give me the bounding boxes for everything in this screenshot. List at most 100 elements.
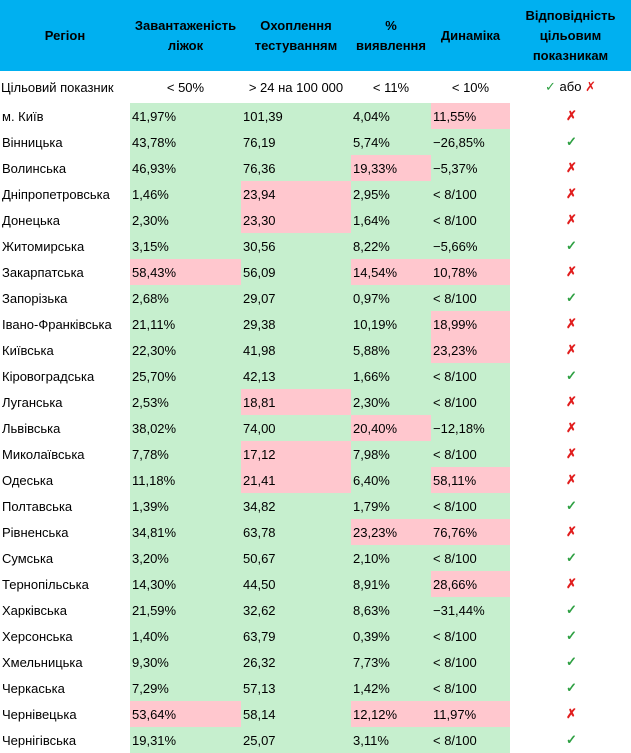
region-cell: Волинська bbox=[0, 155, 130, 181]
check-icon: ✓ bbox=[566, 368, 577, 383]
region-cell: Чернігівська bbox=[0, 727, 130, 753]
beds-cell: 21,11% bbox=[130, 311, 241, 337]
dynamics-cell: < 8/100 bbox=[431, 623, 510, 649]
testing-cell: 34,82 bbox=[241, 493, 351, 519]
table-row: Полтавська 1,39% 34,82 1,79% < 8/100 ✓ bbox=[0, 493, 631, 519]
beds-cell: 1,46% bbox=[130, 181, 241, 207]
compliance-cell: ✓ bbox=[510, 363, 631, 389]
detection-cell: 12,12% bbox=[351, 701, 431, 727]
region-cell: Одеська bbox=[0, 467, 130, 493]
beds-cell: 38,02% bbox=[130, 415, 241, 441]
dynamics-cell: < 8/100 bbox=[431, 675, 510, 701]
header-beds: Завантаженість ліжок bbox=[130, 0, 241, 71]
table-row: м. Київ 41,97% 101,39 4,04% 11,55% ✗ bbox=[0, 103, 631, 129]
dynamics-cell: 11,55% bbox=[431, 103, 510, 129]
table-row: Тернопільська 14,30% 44,50 8,91% 28,66% ✗ bbox=[0, 571, 631, 597]
target-beds: < 50% bbox=[130, 71, 241, 103]
testing-cell: 41,98 bbox=[241, 337, 351, 363]
region-cell: Закарпатська bbox=[0, 259, 130, 285]
table-row: Рівненська 34,81% 63,78 23,23% 76,76% ✗ bbox=[0, 519, 631, 545]
detection-cell: 0,97% bbox=[351, 285, 431, 311]
cross-icon: ✗ bbox=[585, 79, 596, 94]
region-cell: Кіровоградська bbox=[0, 363, 130, 389]
check-icon: ✓ bbox=[566, 498, 577, 513]
cross-icon: ✗ bbox=[566, 706, 577, 721]
check-icon: ✓ bbox=[566, 238, 577, 253]
testing-cell: 17,12 bbox=[241, 441, 351, 467]
detection-cell: 8,91% bbox=[351, 571, 431, 597]
dynamics-cell: < 8/100 bbox=[431, 649, 510, 675]
cross-icon: ✗ bbox=[566, 394, 577, 409]
region-cell: м. Київ bbox=[0, 103, 130, 129]
dynamics-cell: −5,37% bbox=[431, 155, 510, 181]
dynamics-cell: −5,66% bbox=[431, 233, 510, 259]
testing-cell: 26,32 bbox=[241, 649, 351, 675]
region-cell: Полтавська bbox=[0, 493, 130, 519]
dynamics-cell: < 8/100 bbox=[431, 285, 510, 311]
compliance-cell: ✓ bbox=[510, 649, 631, 675]
compliance-cell: ✗ bbox=[510, 389, 631, 415]
cross-icon: ✗ bbox=[566, 342, 577, 357]
table-row: Волинська 46,93% 76,36 19,33% −5,37% ✗ bbox=[0, 155, 631, 181]
testing-cell: 56,09 bbox=[241, 259, 351, 285]
table-row: Закарпатська 58,43% 56,09 14,54% 10,78% ✗ bbox=[0, 259, 631, 285]
testing-cell: 63,78 bbox=[241, 519, 351, 545]
compliance-cell: ✗ bbox=[510, 571, 631, 597]
detection-cell: 1,66% bbox=[351, 363, 431, 389]
cross-icon: ✗ bbox=[566, 420, 577, 435]
check-icon: ✓ bbox=[566, 628, 577, 643]
detection-cell: 1,42% bbox=[351, 675, 431, 701]
testing-cell: 32,62 bbox=[241, 597, 351, 623]
compliance-cell: ✗ bbox=[510, 467, 631, 493]
testing-cell: 23,30 bbox=[241, 207, 351, 233]
region-cell: Чернівецька bbox=[0, 701, 130, 727]
compliance-cell: ✓ bbox=[510, 727, 631, 753]
check-icon: ✓ bbox=[566, 732, 577, 747]
cross-icon: ✗ bbox=[566, 160, 577, 175]
cross-icon: ✗ bbox=[566, 264, 577, 279]
cross-icon: ✗ bbox=[566, 186, 577, 201]
dynamics-cell: 28,66% bbox=[431, 571, 510, 597]
dynamics-cell: 11,97% bbox=[431, 701, 510, 727]
table-row: Вінницька 43,78% 76,19 5,74% −26,85% ✓ bbox=[0, 129, 631, 155]
dynamics-cell: −26,85% bbox=[431, 129, 510, 155]
header-region: Регіон bbox=[0, 0, 130, 71]
detection-cell: 8,22% bbox=[351, 233, 431, 259]
beds-cell: 11,18% bbox=[130, 467, 241, 493]
beds-cell: 43,78% bbox=[130, 129, 241, 155]
cross-icon: ✗ bbox=[566, 524, 577, 539]
table-row: Сумська 3,20% 50,67 2,10% < 8/100 ✓ bbox=[0, 545, 631, 571]
compliance-cell: ✓ bbox=[510, 233, 631, 259]
check-icon: ✓ bbox=[566, 602, 577, 617]
testing-cell: 21,41 bbox=[241, 467, 351, 493]
compliance-cell: ✗ bbox=[510, 441, 631, 467]
beds-cell: 58,43% bbox=[130, 259, 241, 285]
region-cell: Дніпропетровська bbox=[0, 181, 130, 207]
beds-cell: 7,29% bbox=[130, 675, 241, 701]
compliance-cell: ✗ bbox=[510, 181, 631, 207]
check-icon: ✓ bbox=[566, 290, 577, 305]
compliance-cell: ✗ bbox=[510, 207, 631, 233]
testing-cell: 76,19 bbox=[241, 129, 351, 155]
compliance-cell: ✗ bbox=[510, 337, 631, 363]
compliance-cell: ✗ bbox=[510, 155, 631, 181]
dynamics-cell: < 8/100 bbox=[431, 363, 510, 389]
compliance-cell: ✓ bbox=[510, 545, 631, 571]
table-row: Луганська 2,53% 18,81 2,30% < 8/100 ✗ bbox=[0, 389, 631, 415]
cross-icon: ✗ bbox=[566, 446, 577, 461]
target-or: або bbox=[559, 79, 582, 94]
detection-cell: 8,63% bbox=[351, 597, 431, 623]
detection-cell: 5,88% bbox=[351, 337, 431, 363]
region-cell: Херсонська bbox=[0, 623, 130, 649]
compliance-cell: ✗ bbox=[510, 259, 631, 285]
detection-cell: 2,30% bbox=[351, 389, 431, 415]
beds-cell: 7,78% bbox=[130, 441, 241, 467]
dynamics-cell: 76,76% bbox=[431, 519, 510, 545]
beds-cell: 41,97% bbox=[130, 103, 241, 129]
dynamics-cell: < 8/100 bbox=[431, 493, 510, 519]
testing-cell: 57,13 bbox=[241, 675, 351, 701]
table-row: Чернігівська 19,31% 25,07 3,11% < 8/100 ✓ bbox=[0, 727, 631, 753]
compliance-cell: ✗ bbox=[510, 415, 631, 441]
region-cell: Харківська bbox=[0, 597, 130, 623]
beds-cell: 1,39% bbox=[130, 493, 241, 519]
